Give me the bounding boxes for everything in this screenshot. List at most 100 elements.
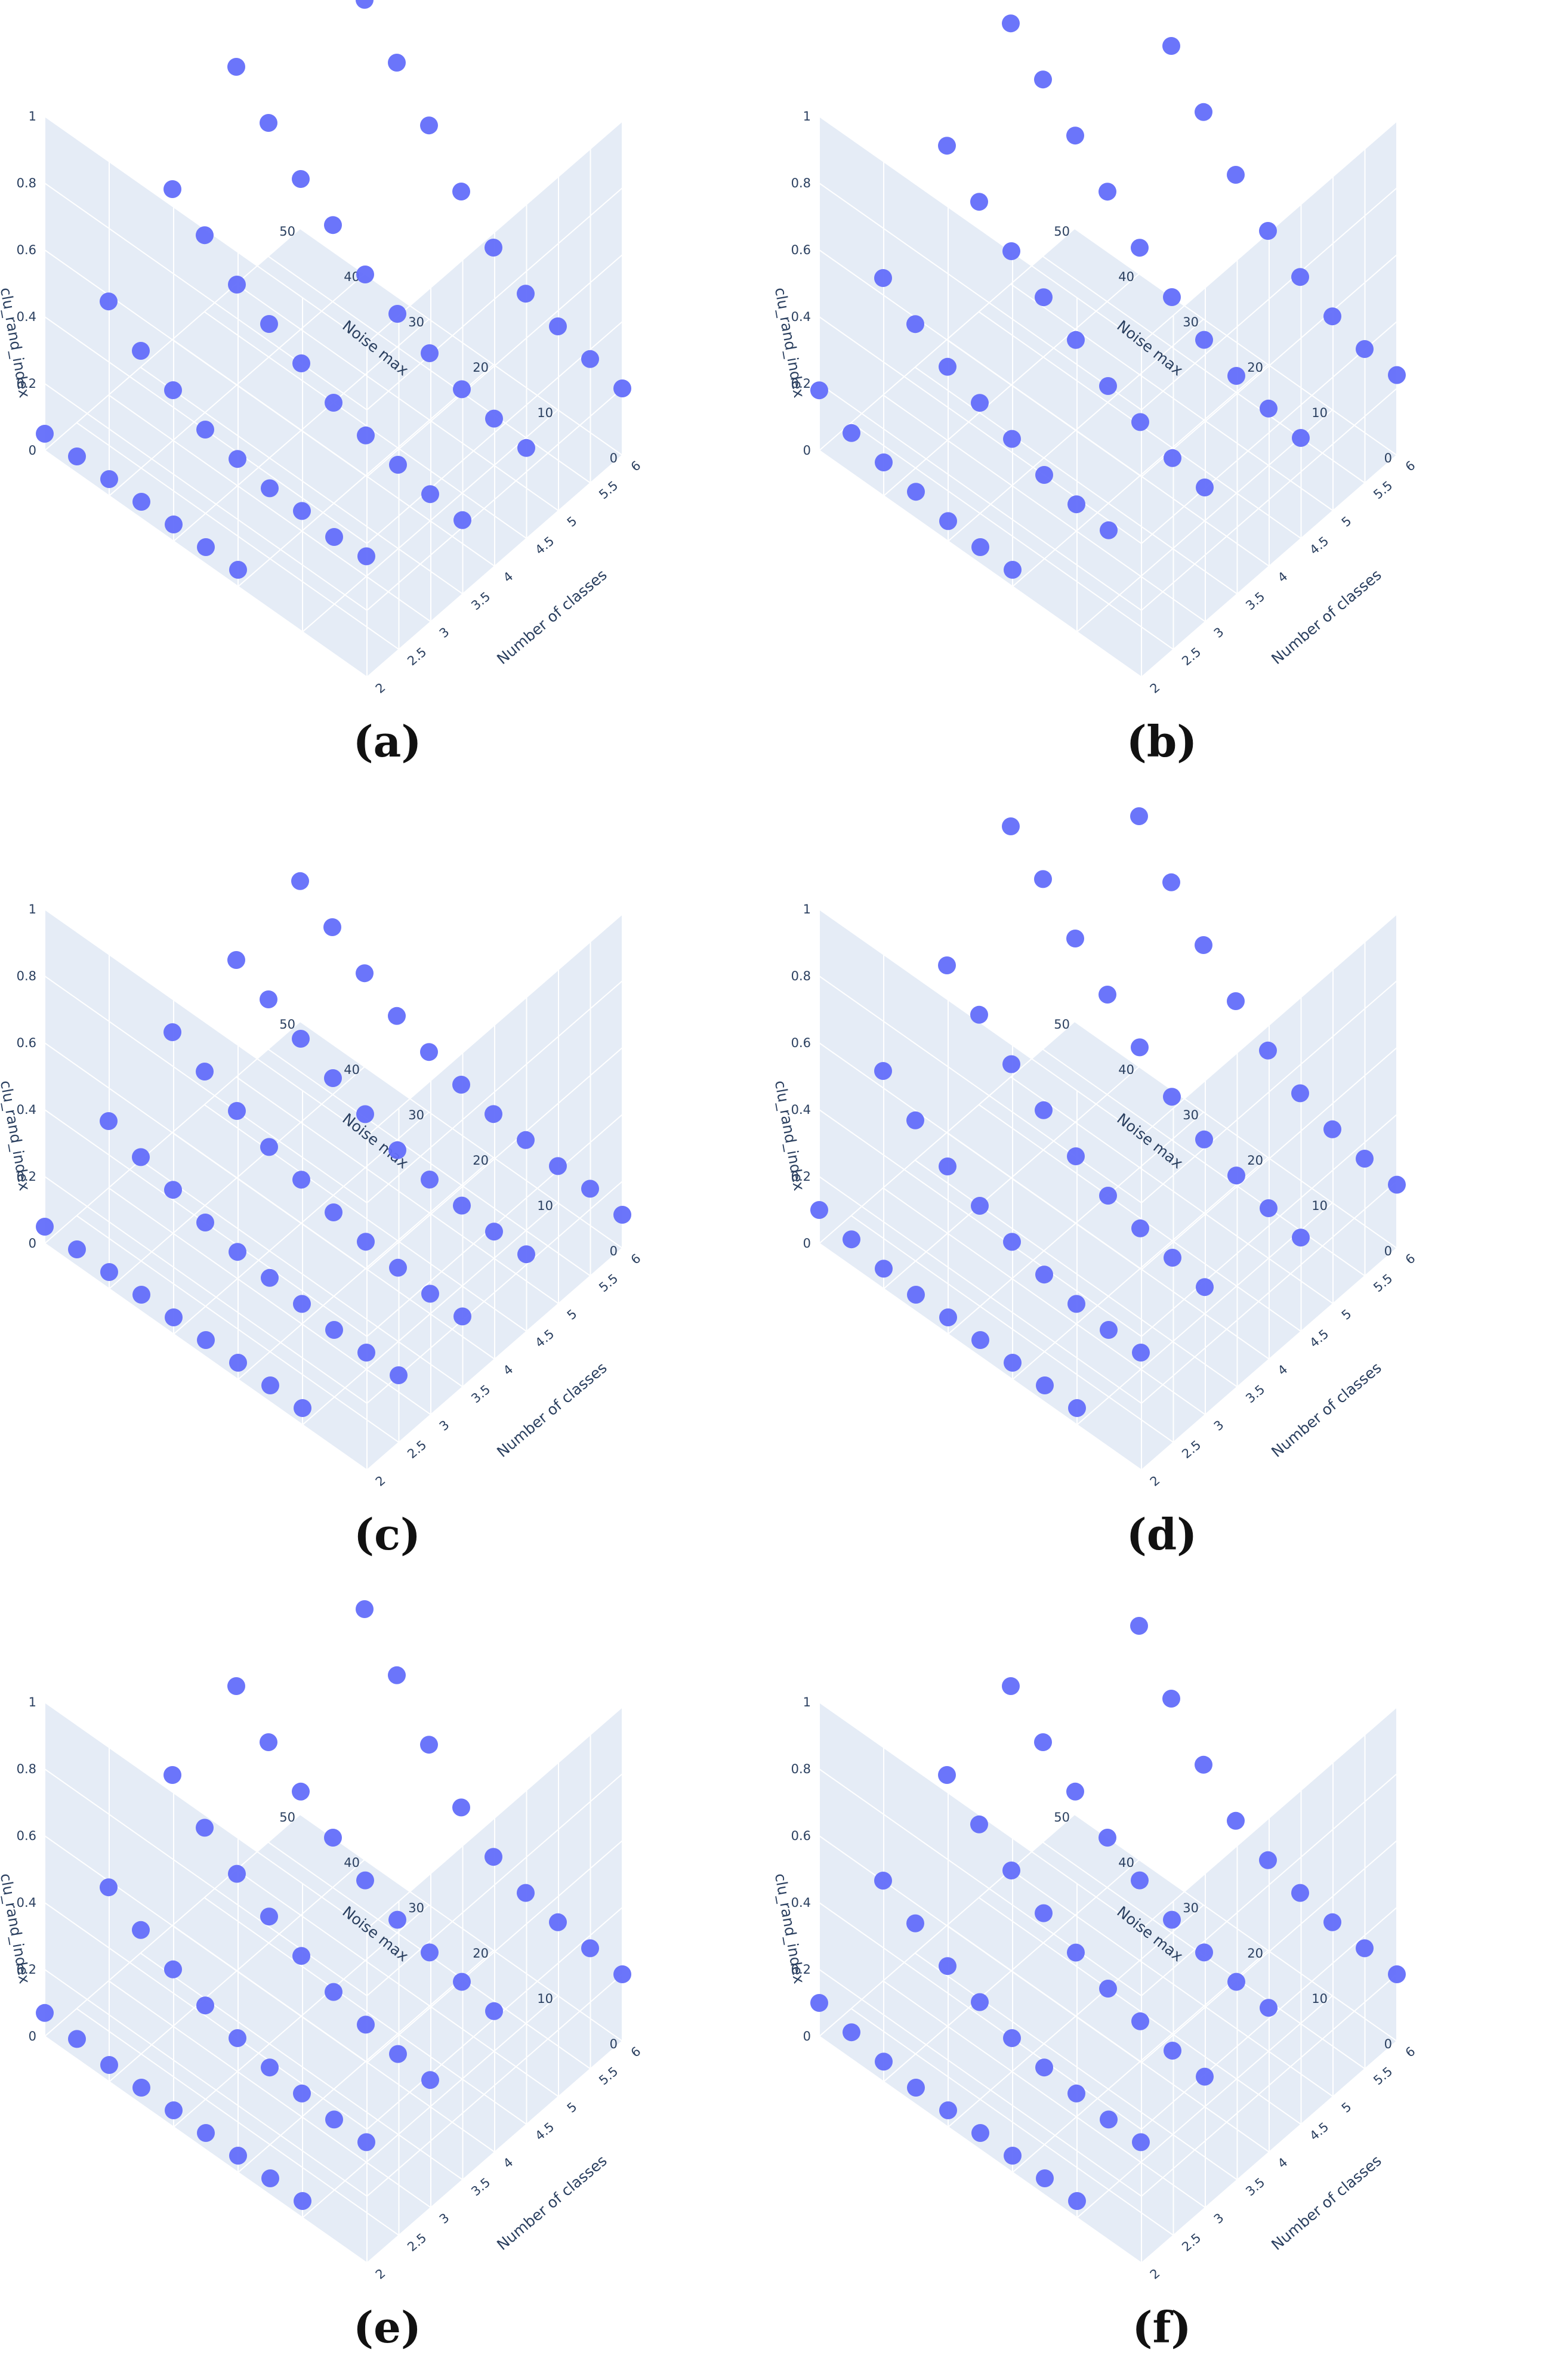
data-point bbox=[549, 317, 567, 335]
data-point bbox=[1068, 1399, 1086, 1417]
y-tick-label: 20 bbox=[1247, 360, 1263, 375]
data-point bbox=[1323, 1120, 1341, 1138]
data-point bbox=[1323, 307, 1341, 326]
y-tick-label: 0 bbox=[1384, 1244, 1392, 1258]
gridline-z bbox=[44, 2036, 623, 2264]
data-point bbox=[906, 1111, 924, 1129]
data-point bbox=[1002, 1055, 1020, 1073]
data-point bbox=[1195, 103, 1212, 121]
z-tick-label: 0 bbox=[29, 1236, 36, 1251]
x-tick-label: 6 bbox=[1403, 1251, 1418, 1267]
data-point bbox=[421, 485, 439, 504]
y-tick-label: 20 bbox=[473, 1153, 489, 1168]
y-tick-label: 40 bbox=[1118, 270, 1134, 284]
y-tick-label: 0 bbox=[610, 1244, 618, 1258]
chart-panel-d: 2 2.5 3 3.5 4 4.5 5 5.5 6 0 10 20 30 40 50 0 0.2 0.4 0.6 0.… bbox=[775, 793, 1549, 1586]
data-point bbox=[452, 1798, 470, 1817]
data-point bbox=[485, 2002, 503, 2020]
gridline-z bbox=[44, 316, 623, 545]
data-point bbox=[164, 381, 182, 399]
data-point bbox=[227, 1677, 245, 1695]
data-point bbox=[1066, 930, 1084, 947]
data-point bbox=[260, 315, 278, 333]
z-tick-label: 0.4 bbox=[17, 1103, 36, 1117]
data-point bbox=[1292, 1228, 1310, 1247]
x-tick-label: 4.5 bbox=[532, 533, 557, 557]
data-point bbox=[388, 54, 406, 72]
y-tick-label: 40 bbox=[1118, 1856, 1134, 1870]
x-tick-label: 3 bbox=[437, 1418, 452, 1434]
gridline-z bbox=[819, 909, 1397, 1137]
z-tick-label: 0.8 bbox=[791, 1762, 811, 1776]
data-point bbox=[971, 1331, 989, 1349]
z-tick-label: 0.4 bbox=[17, 310, 36, 324]
data-point bbox=[132, 493, 150, 511]
data-point bbox=[421, 1943, 439, 1962]
data-point bbox=[388, 1666, 406, 1684]
chart-d-svg: 22.533.544.555.560102030405000.20.40.60.… bbox=[775, 807, 1418, 1489]
data-point bbox=[421, 1285, 439, 1303]
gridline-z bbox=[819, 249, 1397, 478]
gridline-z bbox=[819, 2036, 1397, 2264]
data-point bbox=[939, 1957, 956, 1975]
data-point bbox=[1163, 288, 1181, 306]
y-tick-label: 50 bbox=[1054, 224, 1070, 239]
gridline-z bbox=[44, 909, 623, 1137]
data-point bbox=[261, 1268, 279, 1287]
gridline-z bbox=[44, 1902, 623, 2131]
data-point bbox=[810, 1994, 828, 2012]
z-tick-label: 0 bbox=[803, 443, 811, 458]
data-point bbox=[1099, 1980, 1117, 1998]
chart-e-svg: 22.533.544.555.560102030405000.20.40.60.… bbox=[0, 1600, 643, 2282]
data-point bbox=[1034, 1733, 1052, 1751]
data-point bbox=[1036, 2169, 1054, 2187]
data-point bbox=[1196, 479, 1214, 496]
data-point bbox=[1227, 1811, 1245, 1830]
z-axis-title: clu_rand_index bbox=[0, 1872, 33, 1985]
y-tick-label: 0 bbox=[1384, 2037, 1392, 2051]
data-point bbox=[390, 1366, 408, 1384]
z-tick-label: 0.6 bbox=[791, 1036, 811, 1050]
data-point bbox=[939, 1308, 957, 1326]
z-tick-label: 0.6 bbox=[17, 1829, 36, 1843]
z-tick-label: 0.2 bbox=[17, 376, 36, 391]
data-point bbox=[1131, 2012, 1149, 2030]
data-point bbox=[1099, 986, 1116, 1004]
data-point bbox=[229, 561, 247, 579]
x-tick-label: 5.5 bbox=[596, 2064, 621, 2088]
x-tick-label: 3.5 bbox=[1243, 1382, 1267, 1406]
data-point bbox=[1227, 1166, 1245, 1185]
data-point bbox=[1067, 1295, 1085, 1313]
data-point bbox=[1388, 1175, 1406, 1194]
x-tick-label: 4 bbox=[1275, 569, 1291, 585]
x-tick-label: 2 bbox=[373, 1473, 388, 1489]
data-point bbox=[356, 1871, 374, 1890]
data-point bbox=[938, 1766, 956, 1784]
data-point bbox=[196, 1819, 214, 1837]
data-point bbox=[1356, 340, 1374, 358]
data-point bbox=[1260, 399, 1278, 418]
data-point bbox=[357, 547, 375, 566]
data-point bbox=[197, 1331, 215, 1349]
data-point bbox=[874, 269, 892, 287]
data-point bbox=[227, 951, 245, 969]
data-point bbox=[1100, 521, 1118, 539]
data-point bbox=[874, 1872, 892, 1890]
data-point bbox=[1003, 2029, 1021, 2047]
data-point bbox=[1130, 1617, 1148, 1635]
gridline-z bbox=[819, 183, 1397, 411]
gridline-z bbox=[44, 1969, 623, 2197]
z-tick-label: 0 bbox=[29, 2029, 36, 2043]
x-tick-label: 2.5 bbox=[1179, 1437, 1204, 1461]
y-tick-label: 20 bbox=[473, 360, 489, 375]
x-tick-label: 4 bbox=[501, 2155, 516, 2171]
data-point bbox=[165, 515, 183, 533]
data-point bbox=[843, 2023, 860, 2042]
chart-panel-e: 2 2.5 3 3.5 4 4.5 5 5.5 6 0 10 20 30 40 50 0 0.2 0.4 0.6 0.… bbox=[0, 1586, 775, 2379]
data-point bbox=[938, 137, 956, 155]
data-point bbox=[1067, 331, 1085, 349]
z-tick-label: 1 bbox=[29, 1695, 36, 1709]
data-point bbox=[389, 456, 407, 474]
z-tick-label: 0 bbox=[803, 2029, 811, 2043]
y-tick-label: 10 bbox=[1312, 1992, 1328, 2006]
